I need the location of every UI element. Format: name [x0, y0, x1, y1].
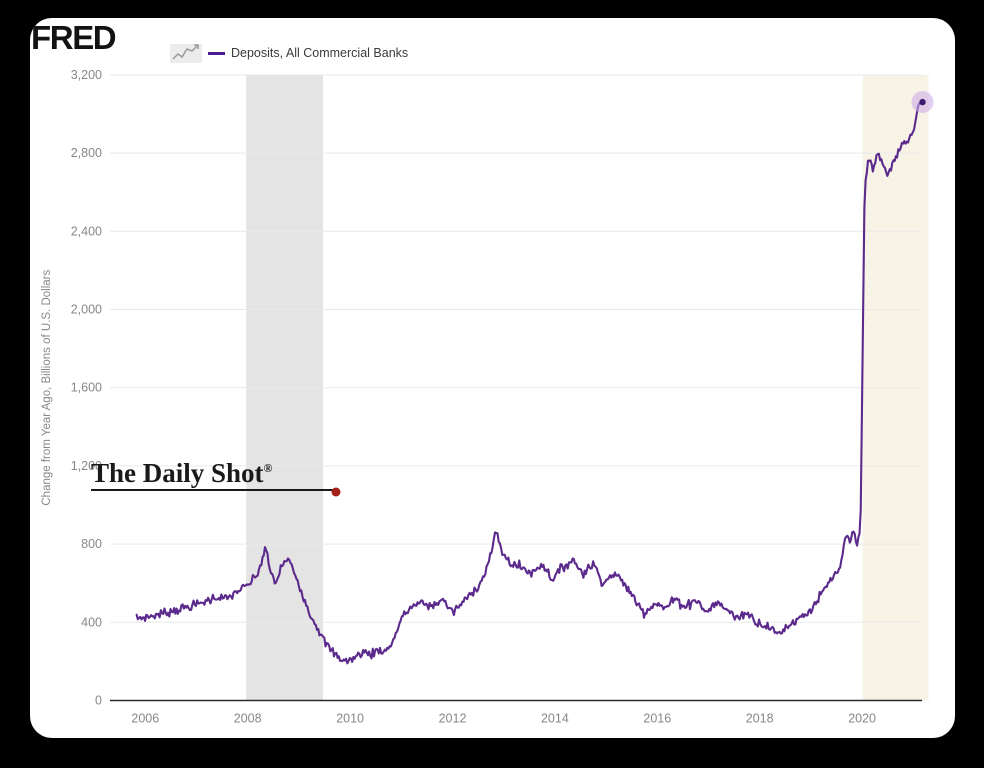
svg-text:2020: 2020: [848, 712, 876, 726]
svg-text:Change from Year Ago, Billions: Change from Year Ago, Billions of U.S. D…: [41, 270, 53, 506]
svg-text:The Daily Shot®: The Daily Shot®: [91, 458, 273, 488]
svg-text:2,400: 2,400: [71, 224, 102, 238]
svg-text:2018: 2018: [746, 712, 774, 726]
svg-text:1,600: 1,600: [71, 381, 102, 395]
svg-text:0: 0: [95, 694, 102, 708]
svg-text:2,800: 2,800: [71, 146, 102, 160]
svg-text:2010: 2010: [336, 712, 364, 726]
svg-text:2008: 2008: [234, 712, 262, 726]
svg-text:2012: 2012: [439, 712, 467, 726]
svg-text:800: 800: [81, 537, 102, 551]
svg-text:2006: 2006: [131, 712, 159, 726]
svg-text:2014: 2014: [541, 712, 569, 726]
svg-text:3,200: 3,200: [71, 68, 102, 82]
svg-text:2016: 2016: [643, 712, 671, 726]
svg-text:400: 400: [81, 615, 102, 629]
svg-text:2,000: 2,000: [71, 303, 102, 317]
